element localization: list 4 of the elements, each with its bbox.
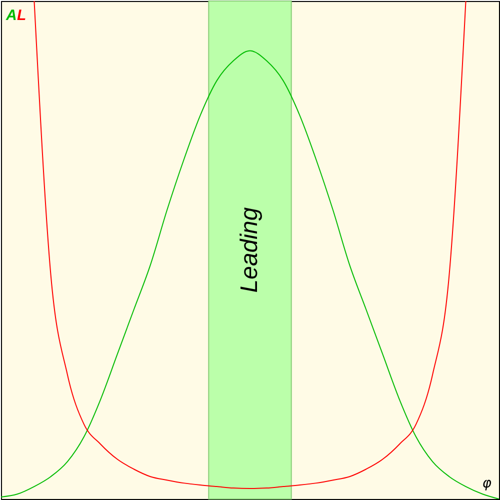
text: A: [5, 7, 17, 24]
annotation: Leading: [236, 206, 263, 293]
x-axis-title: φ: [482, 476, 492, 492]
series-label: L: [17, 7, 26, 24]
